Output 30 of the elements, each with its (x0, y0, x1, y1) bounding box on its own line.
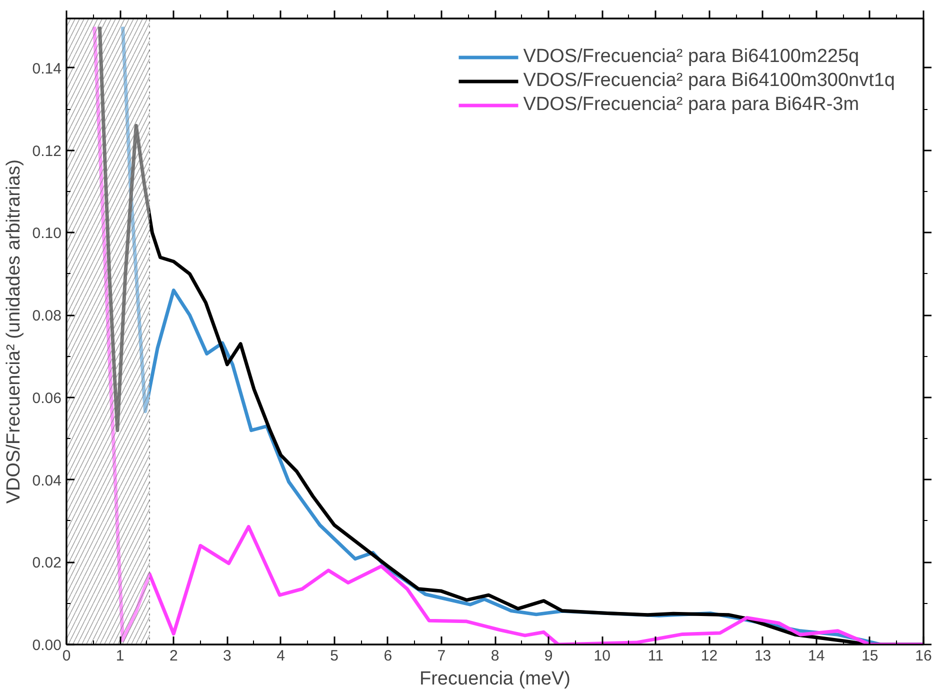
x-tick-label: 4 (276, 648, 285, 664)
x-tick-label: 13 (754, 648, 772, 664)
x-tick-label: 6 (384, 648, 392, 664)
x-tick-label: 15 (862, 648, 878, 664)
x-tick-label: 5 (330, 648, 338, 664)
x-tick-label: 2 (169, 648, 178, 664)
x-tick-label: 1 (116, 648, 124, 664)
x-tick-label: 0 (62, 648, 71, 664)
x-tick-label: 12 (700, 648, 718, 664)
y-tick-label: 0.02 (32, 554, 62, 572)
y-tick-label: 0.12 (32, 142, 62, 160)
y-tick-label: 0.00 (32, 637, 62, 654)
x-tick-label: 3 (223, 648, 232, 664)
y-tick-label: 0.06 (32, 390, 62, 407)
x-tick-label: 14 (808, 648, 825, 664)
y-tick-label: 0.08 (32, 308, 62, 325)
legend-label: VDOS/Frecuencia² para para Bi64R-3m (523, 94, 860, 116)
x-tick-label: 11 (648, 648, 664, 664)
x-tick-label: 9 (544, 648, 553, 664)
y-axis-title: VDOS/Frecuencia² (unidades arbitrarias) (3, 159, 24, 504)
x-tick-label: 10 (594, 648, 610, 664)
x-tick-label: 16 (915, 648, 932, 664)
x-tick-label: 8 (490, 648, 500, 664)
y-tick-label: 0.14 (32, 60, 62, 78)
x-axis-title: Frecuencia (meV) (420, 668, 571, 690)
y-tick-label: 0.04 (32, 472, 62, 490)
legend-label: VDOS/Frecuencia² para Bi64100m300nvt1q (523, 70, 895, 92)
x-tick-label: 7 (437, 648, 446, 664)
legend-label: VDOS/Frecuencia² para Bi64100m225q (523, 46, 860, 68)
y-tick-label: 0.10 (32, 225, 62, 242)
